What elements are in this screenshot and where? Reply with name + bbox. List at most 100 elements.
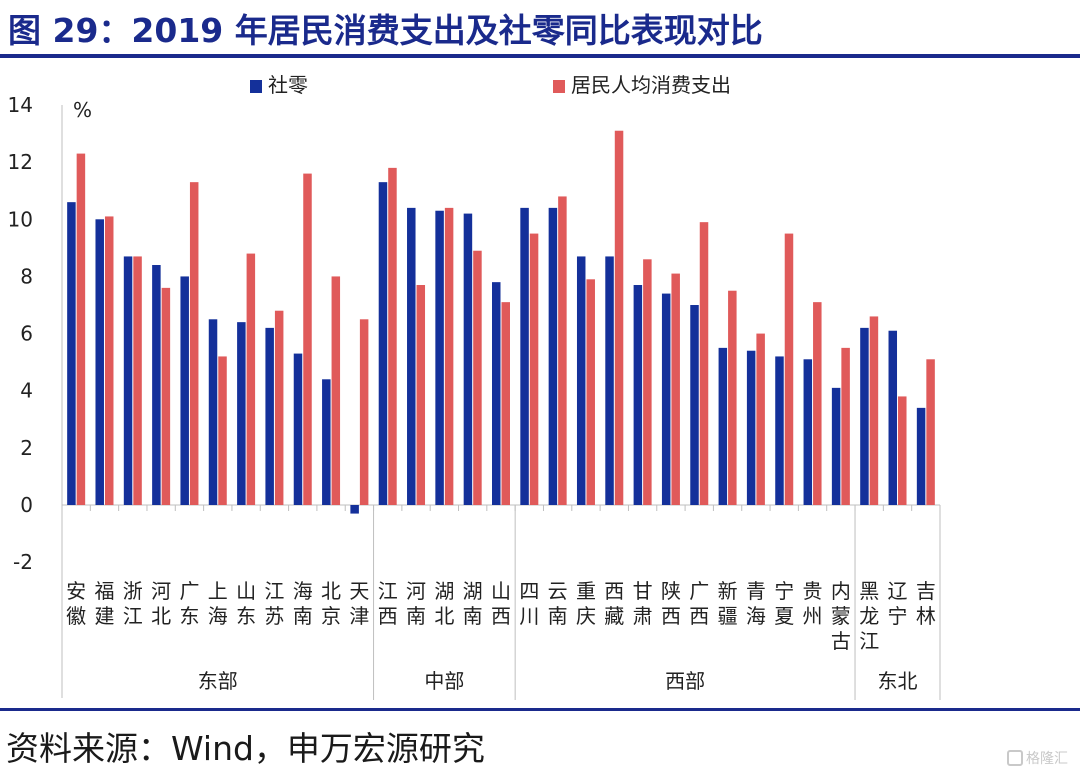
bar-per-capita-consumption bbox=[104, 216, 114, 505]
bar-she-ling bbox=[237, 322, 246, 505]
bar-per-capita-consumption bbox=[671, 273, 680, 505]
legend: 社零 居民人均消费支出 bbox=[250, 73, 731, 97]
category-char: 西 bbox=[491, 604, 511, 628]
bar-she-ling bbox=[775, 356, 784, 505]
y-tick-label: 0 bbox=[20, 493, 33, 517]
category-char: 山 bbox=[491, 579, 511, 603]
category-label: 山东 bbox=[236, 579, 256, 628]
category-char: 河 bbox=[406, 579, 426, 603]
category-char: 浙 bbox=[123, 579, 143, 603]
category-char: 南 bbox=[463, 604, 483, 628]
bar-per-capita-consumption bbox=[529, 233, 539, 505]
legend-label-per-capita-consumption: 居民人均消费支出 bbox=[571, 73, 731, 97]
bar-she-ling bbox=[576, 256, 586, 505]
bar-she-ling bbox=[350, 505, 359, 514]
category-char: 西 bbox=[604, 579, 624, 603]
category-label: 北京 bbox=[321, 579, 341, 628]
category-label: 广西 bbox=[689, 579, 709, 628]
category-char: 藏 bbox=[604, 604, 624, 628]
bar-per-capita-consumption bbox=[189, 182, 199, 505]
category-char: 京 bbox=[321, 604, 341, 628]
watermark: 格隆汇 bbox=[1007, 748, 1068, 768]
bar-she-ling bbox=[916, 407, 926, 505]
category-char: 四 bbox=[519, 579, 539, 603]
group-label: 东部 bbox=[198, 669, 238, 693]
y-axis-unit-label: % bbox=[73, 98, 92, 122]
legend-swatch-per-capita-consumption bbox=[553, 80, 565, 93]
category-char: 天 bbox=[349, 579, 369, 603]
category-char: 新 bbox=[718, 579, 738, 603]
y-tick-label: 10 bbox=[8, 207, 33, 231]
bar-per-capita-consumption bbox=[133, 256, 142, 505]
bar-she-ling bbox=[860, 327, 869, 505]
category-label: 陕西 bbox=[661, 579, 681, 628]
category-char: 广 bbox=[689, 579, 709, 603]
bar-she-ling bbox=[605, 256, 614, 505]
category-char: 北 bbox=[321, 579, 341, 603]
group-labels: 东部 中部 西部 东北 bbox=[198, 669, 918, 693]
axes: -2 0 2 4 6 8 10 12 14 bbox=[8, 93, 941, 700]
y-tick-label: -2 bbox=[13, 550, 33, 574]
bar-she-ling bbox=[831, 387, 841, 505]
category-char: 林 bbox=[916, 604, 936, 628]
bar-per-capita-consumption bbox=[246, 253, 256, 505]
bar-per-capita-consumption bbox=[784, 233, 794, 505]
category-char: 南 bbox=[293, 604, 313, 628]
watermark-logo-icon bbox=[1007, 750, 1023, 766]
y-tick-label: 6 bbox=[20, 322, 33, 346]
category-label: 海南 bbox=[293, 579, 313, 628]
category-label: 内蒙古 bbox=[831, 579, 851, 653]
category-label: 江西 bbox=[378, 579, 398, 628]
bar-per-capita-consumption bbox=[218, 356, 227, 505]
y-tick-label: 8 bbox=[20, 264, 33, 288]
category-char: 山 bbox=[236, 579, 256, 603]
legend-label-she-ling: 社零 bbox=[268, 73, 308, 97]
category-char: 内 bbox=[831, 579, 851, 603]
category-label: 上海 bbox=[208, 579, 228, 628]
bar-she-ling bbox=[803, 359, 813, 505]
category-label: 甘肃 bbox=[633, 579, 653, 628]
bar-per-capita-consumption bbox=[473, 250, 482, 505]
category-char: 徽 bbox=[66, 604, 86, 628]
legend-swatch-she-ling bbox=[250, 80, 262, 93]
category-char: 州 bbox=[803, 604, 823, 628]
bar-per-capita-consumption bbox=[444, 207, 454, 505]
category-char: 南 bbox=[406, 604, 426, 628]
category-char: 湖 bbox=[463, 579, 483, 603]
bar-she-ling bbox=[322, 379, 331, 505]
category-label: 辽宁 bbox=[888, 579, 908, 628]
bar-per-capita-consumption bbox=[898, 396, 907, 505]
bar-per-capita-consumption bbox=[841, 347, 850, 505]
bar-she-ling bbox=[746, 350, 756, 505]
bar-per-capita-consumption bbox=[76, 153, 86, 505]
bar-she-ling bbox=[492, 282, 501, 505]
category-char: 疆 bbox=[718, 604, 738, 628]
bar-she-ling bbox=[435, 210, 444, 506]
category-label: 湖南 bbox=[463, 579, 483, 628]
title-divider bbox=[0, 54, 1080, 58]
category-char: 河 bbox=[151, 579, 171, 603]
category-label: 西藏 bbox=[604, 579, 624, 628]
category-label: 贵州 bbox=[803, 579, 823, 628]
category-label: 青海 bbox=[746, 579, 766, 628]
category-char: 宁 bbox=[774, 579, 794, 603]
category-char: 安 bbox=[66, 579, 86, 603]
bar-she-ling bbox=[293, 353, 303, 505]
group-label: 中部 bbox=[424, 669, 464, 693]
category-char: 宁 bbox=[888, 604, 908, 628]
bar-she-ling bbox=[633, 285, 643, 505]
y-tick-label: 12 bbox=[8, 150, 33, 174]
category-char: 龙 bbox=[859, 604, 879, 628]
category-label: 江苏 bbox=[264, 579, 284, 628]
bar-per-capita-consumption bbox=[813, 302, 822, 505]
bar-she-ling bbox=[265, 327, 274, 505]
category-char: 吉 bbox=[916, 579, 936, 603]
category-label: 吉林 bbox=[916, 579, 936, 628]
bar-per-capita-consumption bbox=[756, 333, 765, 505]
category-label: 河北 bbox=[151, 579, 171, 628]
category-char: 苏 bbox=[264, 604, 284, 628]
category-char: 贵 bbox=[803, 579, 823, 603]
footer-divider bbox=[0, 708, 1080, 711]
bar-per-capita-consumption bbox=[869, 316, 879, 505]
